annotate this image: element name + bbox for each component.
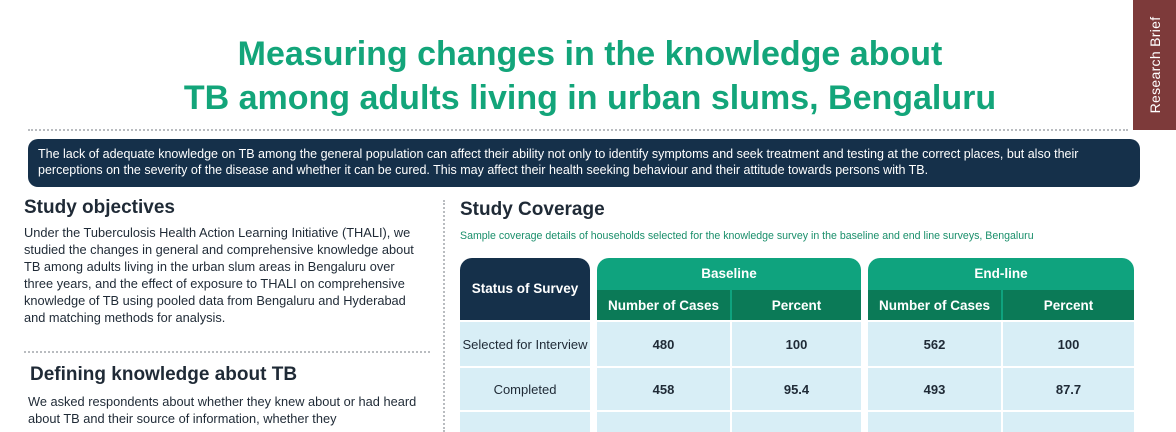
table-cell-partial (1003, 412, 1134, 432)
table-cell: 458 (597, 368, 730, 410)
table-cell-partial (868, 412, 1001, 432)
objectives-text: Under the Tuberculosis Health Action Lea… (24, 225, 414, 325)
table-cell: 95.4 (732, 368, 861, 410)
table-cell: 100 (732, 322, 861, 366)
endline-cases-header: Number of Cases (868, 290, 1001, 320)
table-row-partial (460, 412, 590, 432)
table-cell-partial (732, 412, 861, 432)
status-header: Status of Survey (460, 258, 590, 320)
table-cell: 100 (1003, 322, 1134, 366)
baseline-percent-header: Percent (732, 290, 861, 320)
objectives-heading: Study objectives (24, 197, 175, 218)
knowledge-text: We asked respondents about whether they … (28, 394, 417, 426)
coverage-heading: Study Coverage (460, 199, 605, 220)
knowledge-heading: Defining knowledge about TB (30, 364, 298, 385)
table-cell: 480 (597, 322, 730, 366)
baseline-label: Baseline (701, 266, 757, 281)
endline-percent-header: Percent (1003, 290, 1134, 320)
coverage-table: Status of Survey Baseline Number of Case… (460, 258, 1136, 432)
coverage-caption: Sample coverage details of households se… (460, 230, 1034, 242)
title-line-1: Measuring changes in the knowledge about (237, 35, 943, 73)
table-row-status: Completed (460, 368, 590, 410)
column-divider (443, 200, 445, 432)
table-cell: 493 (868, 368, 1001, 410)
page-title: Measuring changes in the knowledge about… (60, 32, 1120, 120)
research-brief-label: Research Brief (1146, 16, 1163, 114)
table-cell-partial (597, 412, 730, 432)
table-row-status: Selected for Interview (460, 322, 590, 366)
table-cell: 562 (868, 322, 1001, 366)
baseline-cases-header: Number of Cases (597, 290, 730, 320)
section-divider (24, 351, 430, 353)
table-cell: 87.7 (1003, 368, 1134, 410)
title-divider (28, 129, 1128, 131)
intro-banner: The lack of adequate knowledge on TB amo… (28, 139, 1140, 187)
endline-label: End-line (974, 266, 1028, 281)
title-line-2: TB among adults living in urban slums, B… (183, 79, 997, 117)
research-brief-tab: Research Brief (1133, 0, 1176, 130)
